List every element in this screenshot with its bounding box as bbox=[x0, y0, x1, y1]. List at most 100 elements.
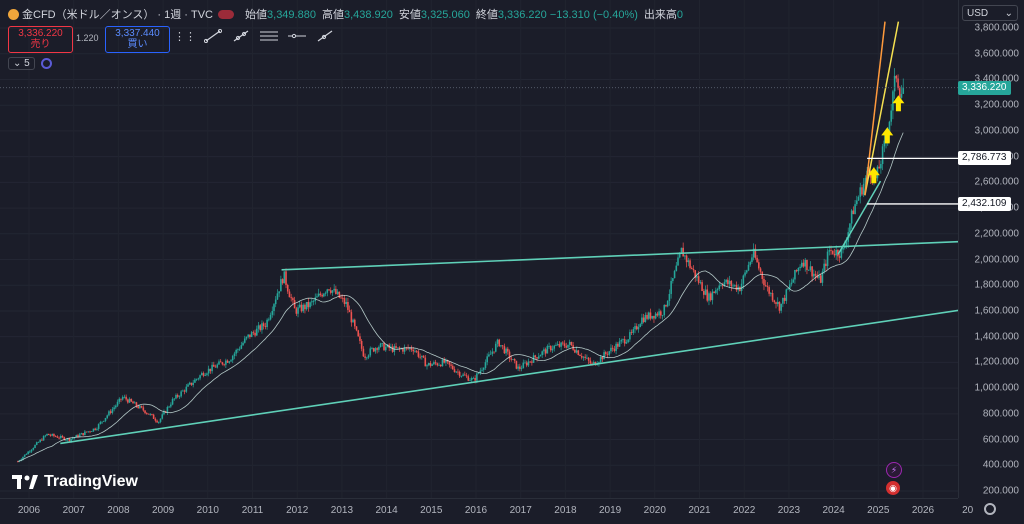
candle-body bbox=[758, 262, 760, 269]
candle-body bbox=[161, 414, 164, 419]
lightning-icon[interactable]: ⚡ bbox=[886, 462, 902, 478]
candle-body bbox=[489, 353, 492, 355]
sell-price: 3,336.220 bbox=[18, 28, 63, 39]
candle-body bbox=[544, 349, 547, 354]
candle-body bbox=[278, 291, 280, 294]
spread-value: 1.220 bbox=[76, 33, 99, 43]
candle-body bbox=[35, 442, 38, 445]
tradingview-logo[interactable]: TradingView bbox=[12, 473, 138, 491]
candle-body bbox=[211, 364, 213, 372]
ray-tool-icon[interactable] bbox=[228, 25, 254, 47]
candle-body bbox=[128, 398, 131, 403]
candle-body bbox=[606, 353, 609, 355]
candle-body bbox=[152, 414, 155, 419]
ohlc-value: 0 bbox=[676, 9, 684, 21]
candle-body bbox=[500, 345, 502, 347]
candle-body bbox=[690, 267, 693, 269]
price-tag: 3,336.220 bbox=[958, 80, 1011, 95]
extended-line-icon[interactable] bbox=[312, 25, 338, 47]
buy-button[interactable]: 3,337.440 買い bbox=[105, 26, 170, 53]
candle-body bbox=[355, 326, 358, 331]
currency-select[interactable]: USD ⌄ bbox=[962, 5, 1018, 21]
candle-body bbox=[857, 196, 860, 201]
candle-body bbox=[618, 341, 621, 347]
candle-body bbox=[826, 251, 829, 267]
candle-body bbox=[202, 373, 205, 376]
candle-body bbox=[32, 447, 35, 450]
candle-body bbox=[800, 262, 803, 267]
candle-body bbox=[106, 415, 109, 418]
candle-body bbox=[85, 431, 88, 433]
time-tick-label: 2010 bbox=[196, 505, 219, 516]
candle-body bbox=[830, 250, 832, 251]
interval-label[interactable]: · 1週 · TVC bbox=[157, 9, 214, 21]
candle-body bbox=[261, 323, 263, 331]
time-axis[interactable]: 2006 2007 2008 2009 2010 2011 2012 2013 2014 2015… bbox=[0, 498, 973, 524]
candle-body bbox=[852, 210, 855, 215]
candle-body bbox=[706, 289, 709, 301]
candle-body bbox=[580, 355, 583, 358]
candle-body bbox=[137, 406, 139, 409]
horizontal-line-icon[interactable] bbox=[284, 25, 310, 47]
indicator-settings-icon[interactable] bbox=[40, 58, 52, 69]
candle-body bbox=[173, 398, 176, 400]
candle-body bbox=[752, 248, 755, 258]
tradingview-logo-text: TradingView bbox=[44, 473, 138, 490]
candle-body bbox=[116, 401, 119, 406]
candle-body bbox=[678, 253, 681, 258]
drag-handle-icon[interactable]: ⋮⋮ bbox=[174, 30, 196, 43]
candle-body bbox=[127, 399, 129, 403]
time-tick-label: 2009 bbox=[151, 505, 175, 516]
time-tick-label: 20 bbox=[962, 505, 974, 516]
price-axis[interactable]: 3,800.000 3,600.000 3,400.000 3,200.000 3,00… bbox=[958, 0, 1024, 498]
ohlc-value: 3,349.880 bbox=[267, 9, 316, 21]
us-flag-icon[interactable]: ◉ bbox=[886, 481, 900, 495]
candle-body bbox=[685, 255, 688, 263]
candle-body bbox=[409, 348, 411, 349]
candle-body bbox=[240, 345, 243, 349]
candle-body bbox=[481, 369, 483, 371]
candle-body bbox=[558, 344, 561, 347]
symbol-title[interactable]: 金CFD（米ドル／オンス） bbox=[22, 9, 155, 21]
candle-body bbox=[670, 281, 672, 294]
trendline-tool-icon[interactable] bbox=[200, 25, 226, 47]
candle-body bbox=[359, 336, 361, 341]
candle-body bbox=[733, 284, 736, 286]
candle-body bbox=[488, 354, 490, 357]
candle-body bbox=[809, 266, 812, 270]
gear-icon[interactable] bbox=[984, 503, 996, 515]
candle-body bbox=[635, 326, 638, 330]
candle-body bbox=[711, 291, 714, 301]
candle-body bbox=[587, 357, 590, 361]
candle-body bbox=[417, 351, 420, 357]
candle-body bbox=[551, 348, 554, 351]
candle-body bbox=[290, 297, 292, 299]
candle-body bbox=[520, 368, 523, 370]
candle-body bbox=[519, 366, 521, 369]
buy-price: 3,337.440 bbox=[115, 28, 160, 39]
candle-body bbox=[182, 390, 184, 392]
fan-line bbox=[864, 21, 886, 196]
candle-body bbox=[629, 332, 631, 340]
candle-body bbox=[144, 410, 146, 414]
candle-body bbox=[608, 351, 611, 355]
candle-body bbox=[34, 444, 36, 448]
candle-body bbox=[811, 266, 813, 277]
candle-body bbox=[30, 449, 33, 452]
candle-body bbox=[398, 347, 401, 349]
parallel-channel-icon[interactable] bbox=[256, 25, 282, 47]
time-tick-label: 2020 bbox=[643, 505, 666, 516]
chart-plot-area[interactable] bbox=[0, 0, 958, 498]
up-arrow-icon bbox=[881, 127, 894, 144]
candle-body bbox=[328, 289, 330, 291]
candle-body bbox=[825, 263, 827, 267]
price-tick-label: 3,400.000 bbox=[974, 73, 1020, 85]
candle-body bbox=[745, 270, 748, 273]
indicator-toggle[interactable]: ⌄ 5 bbox=[8, 57, 35, 70]
sell-button[interactable]: 3,336.220 売り bbox=[8, 26, 73, 53]
candle-body bbox=[543, 349, 545, 352]
candle-body bbox=[285, 271, 287, 285]
candle-body bbox=[525, 362, 528, 366]
candle-body bbox=[333, 288, 335, 291]
candle-body bbox=[751, 257, 753, 263]
